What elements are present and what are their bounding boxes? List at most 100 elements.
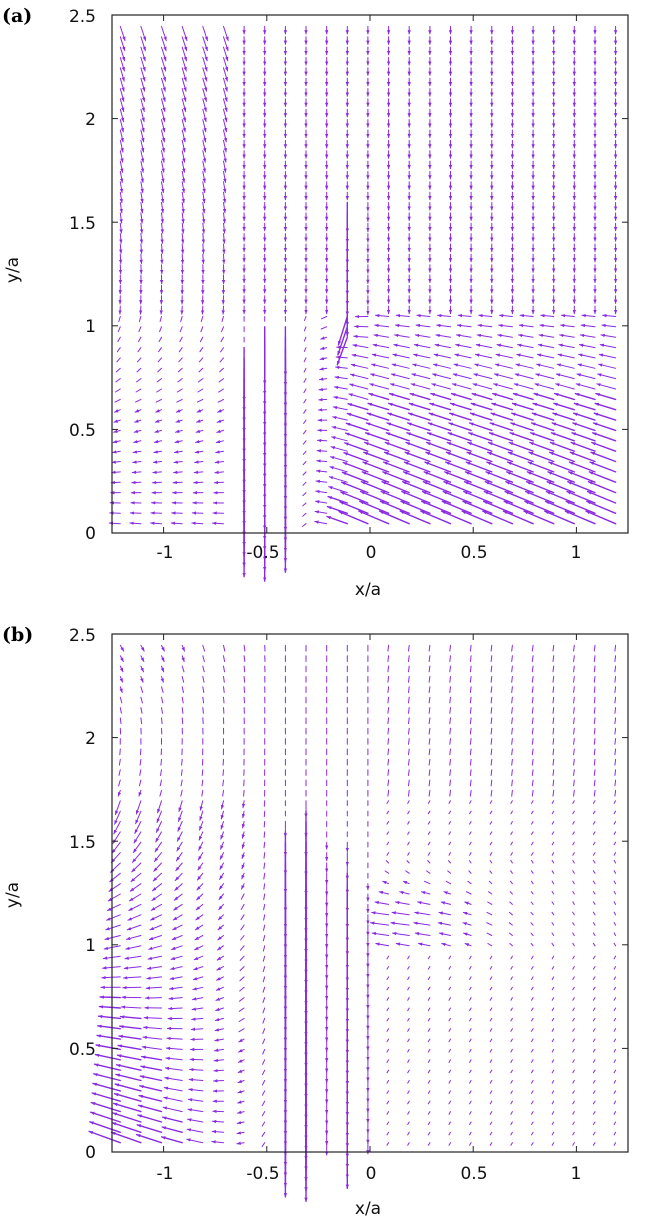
panel-label: (a) bbox=[2, 5, 32, 27]
velocity-arrow bbox=[531, 1069, 534, 1074]
velocity-arrow bbox=[263, 924, 266, 931]
velocity-arrow bbox=[592, 955, 596, 960]
velocity-arrow bbox=[510, 997, 513, 1001]
velocity-arrow bbox=[386, 852, 390, 856]
velocity-arrow bbox=[530, 932, 534, 936]
velocity-arrow bbox=[137, 357, 142, 363]
velocity-arrow bbox=[350, 373, 369, 380]
velocity-arrow bbox=[551, 1069, 555, 1074]
velocity-arrow bbox=[181, 98, 187, 112]
velocity-arrow bbox=[592, 422, 617, 432]
velocity-arrow bbox=[452, 373, 472, 380]
velocity-arrow bbox=[302, 492, 307, 497]
velocity-arrow bbox=[302, 512, 307, 517]
velocity-arrow bbox=[386, 821, 390, 825]
velocity-arrow bbox=[146, 966, 162, 970]
velocity-arrow bbox=[395, 900, 410, 905]
velocity-arrow bbox=[593, 789, 596, 797]
velocity-arrow bbox=[531, 655, 534, 662]
velocity-arrow bbox=[551, 859, 555, 864]
velocity-arrow bbox=[387, 727, 390, 735]
velocity-arrow bbox=[161, 707, 163, 714]
velocity-arrow bbox=[196, 872, 204, 881]
velocity-arrow bbox=[153, 852, 162, 862]
velocity-arrow bbox=[138, 326, 142, 333]
velocity-arrow bbox=[240, 914, 245, 921]
velocity-arrow bbox=[530, 901, 534, 905]
velocity-arrow bbox=[552, 717, 555, 725]
velocity-arrow bbox=[489, 1111, 493, 1115]
velocity-arrow bbox=[174, 872, 183, 881]
velocity-arrow bbox=[199, 347, 204, 353]
velocity-arrow bbox=[587, 481, 617, 494]
velocity-arrow bbox=[531, 997, 534, 1001]
velocity-arrow bbox=[523, 510, 555, 525]
velocity-arrow bbox=[407, 412, 431, 421]
velocity-arrow bbox=[572, 1007, 575, 1012]
velocity-arrow bbox=[572, 831, 575, 835]
velocity-arrow bbox=[427, 997, 431, 1001]
velocity-arrow bbox=[239, 945, 245, 951]
velocity-arrow bbox=[483, 490, 514, 504]
velocity-arrow bbox=[148, 935, 162, 941]
velocity-arrow bbox=[111, 1121, 142, 1134]
velocity-arrow bbox=[592, 1028, 596, 1032]
velocity-arrow bbox=[140, 212, 144, 224]
panel-label: (b) bbox=[2, 624, 33, 646]
velocity-arrow bbox=[153, 439, 162, 444]
velocity-arrow bbox=[165, 1046, 183, 1051]
velocity-arrow bbox=[510, 1038, 513, 1043]
velocity-arrow bbox=[113, 821, 121, 835]
velocity-arrow bbox=[181, 665, 185, 673]
velocity-arrow bbox=[160, 665, 165, 673]
velocity-arrow bbox=[469, 779, 472, 787]
velocity-arrow bbox=[507, 451, 534, 463]
velocity-arrow bbox=[315, 479, 328, 484]
velocity-arrow bbox=[548, 461, 575, 473]
velocity-arrow bbox=[179, 336, 183, 343]
velocity-arrow bbox=[448, 1038, 451, 1043]
velocity-arrow bbox=[223, 170, 227, 183]
velocity-arrow bbox=[449, 738, 451, 745]
velocity-arrow bbox=[503, 500, 534, 514]
velocity-arrow bbox=[551, 986, 555, 991]
velocity-arrow bbox=[490, 696, 493, 704]
velocity-arrow bbox=[448, 841, 451, 846]
velocity-arrow bbox=[514, 373, 534, 380]
velocity-arrow bbox=[202, 67, 208, 82]
velocity-arrow bbox=[386, 810, 390, 815]
velocity-arrow bbox=[613, 800, 617, 804]
velocity-arrow bbox=[581, 313, 596, 318]
velocity-arrow bbox=[154, 841, 162, 853]
velocity-arrow bbox=[408, 644, 410, 652]
velocity-arrow bbox=[407, 955, 410, 960]
velocity-arrow bbox=[93, 1073, 122, 1082]
velocity-arrow bbox=[530, 432, 555, 442]
velocity-arrow bbox=[448, 1069, 451, 1074]
velocity-arrow bbox=[181, 696, 184, 704]
velocity-arrow bbox=[337, 326, 348, 356]
velocity-arrow bbox=[592, 976, 596, 980]
velocity-arrow bbox=[90, 1101, 122, 1113]
velocity-arrow bbox=[138, 1094, 163, 1102]
velocity-arrow bbox=[116, 1054, 142, 1061]
velocity-arrow bbox=[371, 911, 390, 916]
velocity-arrow bbox=[572, 870, 575, 874]
velocity-arrow bbox=[552, 789, 555, 797]
velocity-arrow bbox=[181, 676, 185, 683]
velocity-arrow bbox=[486, 461, 514, 473]
velocity-arrow bbox=[490, 738, 493, 745]
velocity-arrow bbox=[114, 1083, 142, 1092]
velocity-arrow bbox=[490, 789, 493, 797]
velocity-arrow bbox=[509, 891, 513, 895]
velocity-arrow bbox=[303, 398, 307, 404]
velocity-arrow bbox=[517, 343, 534, 349]
velocity-arrow bbox=[140, 150, 145, 163]
velocity-arrow bbox=[214, 1048, 224, 1052]
velocity-arrow bbox=[572, 1017, 575, 1022]
velocity-arrow bbox=[262, 935, 266, 942]
velocity-arrow bbox=[219, 852, 224, 860]
velocity-arrow bbox=[592, 800, 596, 804]
velocity-arrow bbox=[303, 429, 307, 435]
velocity-arrow bbox=[408, 727, 410, 735]
